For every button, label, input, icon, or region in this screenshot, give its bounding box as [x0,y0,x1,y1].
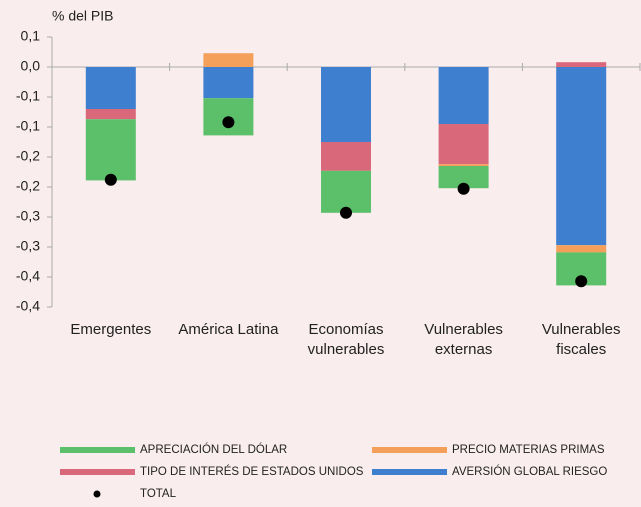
bar-segment [321,142,371,171]
bar-segment [85,67,136,109]
x-tick-label: América Latina [178,321,279,338]
legend-label: TIPO DE INTERÉS DE ESTADOS UNIDOS [140,465,364,478]
x-tick-label: Vulnerables fiscales [541,321,621,358]
total-dot [340,206,352,219]
bar-segment [203,53,254,67]
y-tick-label: -0,2 [16,148,40,164]
bar-segment [321,170,371,213]
total-dot [104,173,117,186]
y-tick-label: -0,1 [16,118,40,134]
total-dot [457,182,470,195]
bar-segment [556,67,607,246]
y-tick-label: -0,3 [16,208,40,224]
bar-segment [85,119,136,181]
legend-label: PRECIO MATERIAS PRIMAS [452,444,605,456]
total-dot [222,116,235,129]
x-tick-label: Emergentes [70,321,152,338]
bar-segment [438,166,489,189]
y-tick-label: 0,0 [21,58,41,74]
bar-segment [203,67,254,99]
legend-label: TOTAL [140,488,177,500]
bar-segment [321,67,371,142]
y-tick-label: -0,2 [16,178,40,194]
bar-segment [556,62,607,67]
legend-label: APRECIACIÓN DEL DÓLAR [140,443,287,456]
bar-segment [556,245,607,253]
total-dot [575,275,588,288]
bar-segment [438,124,489,165]
y-tick-label: -0,4 [16,298,40,314]
x-tick-label: Economías vulnerables [307,321,385,358]
bar-segment [85,109,136,120]
y-tick-label: -0,1 [16,88,40,104]
bar-segment [438,67,489,124]
y-axis-label: % del PIB [52,8,113,24]
y-tick-label: -0,4 [16,268,40,284]
x-tick-label: Vulnerables externas [424,321,503,358]
legend-swatch [93,490,101,498]
y-tick-label: -0,3 [16,238,40,254]
bar-segment [438,164,489,166]
legend-label: AVERSIÓN GLOBAL RIESGO [452,465,607,478]
y-tick-label: 0,1 [21,28,41,44]
